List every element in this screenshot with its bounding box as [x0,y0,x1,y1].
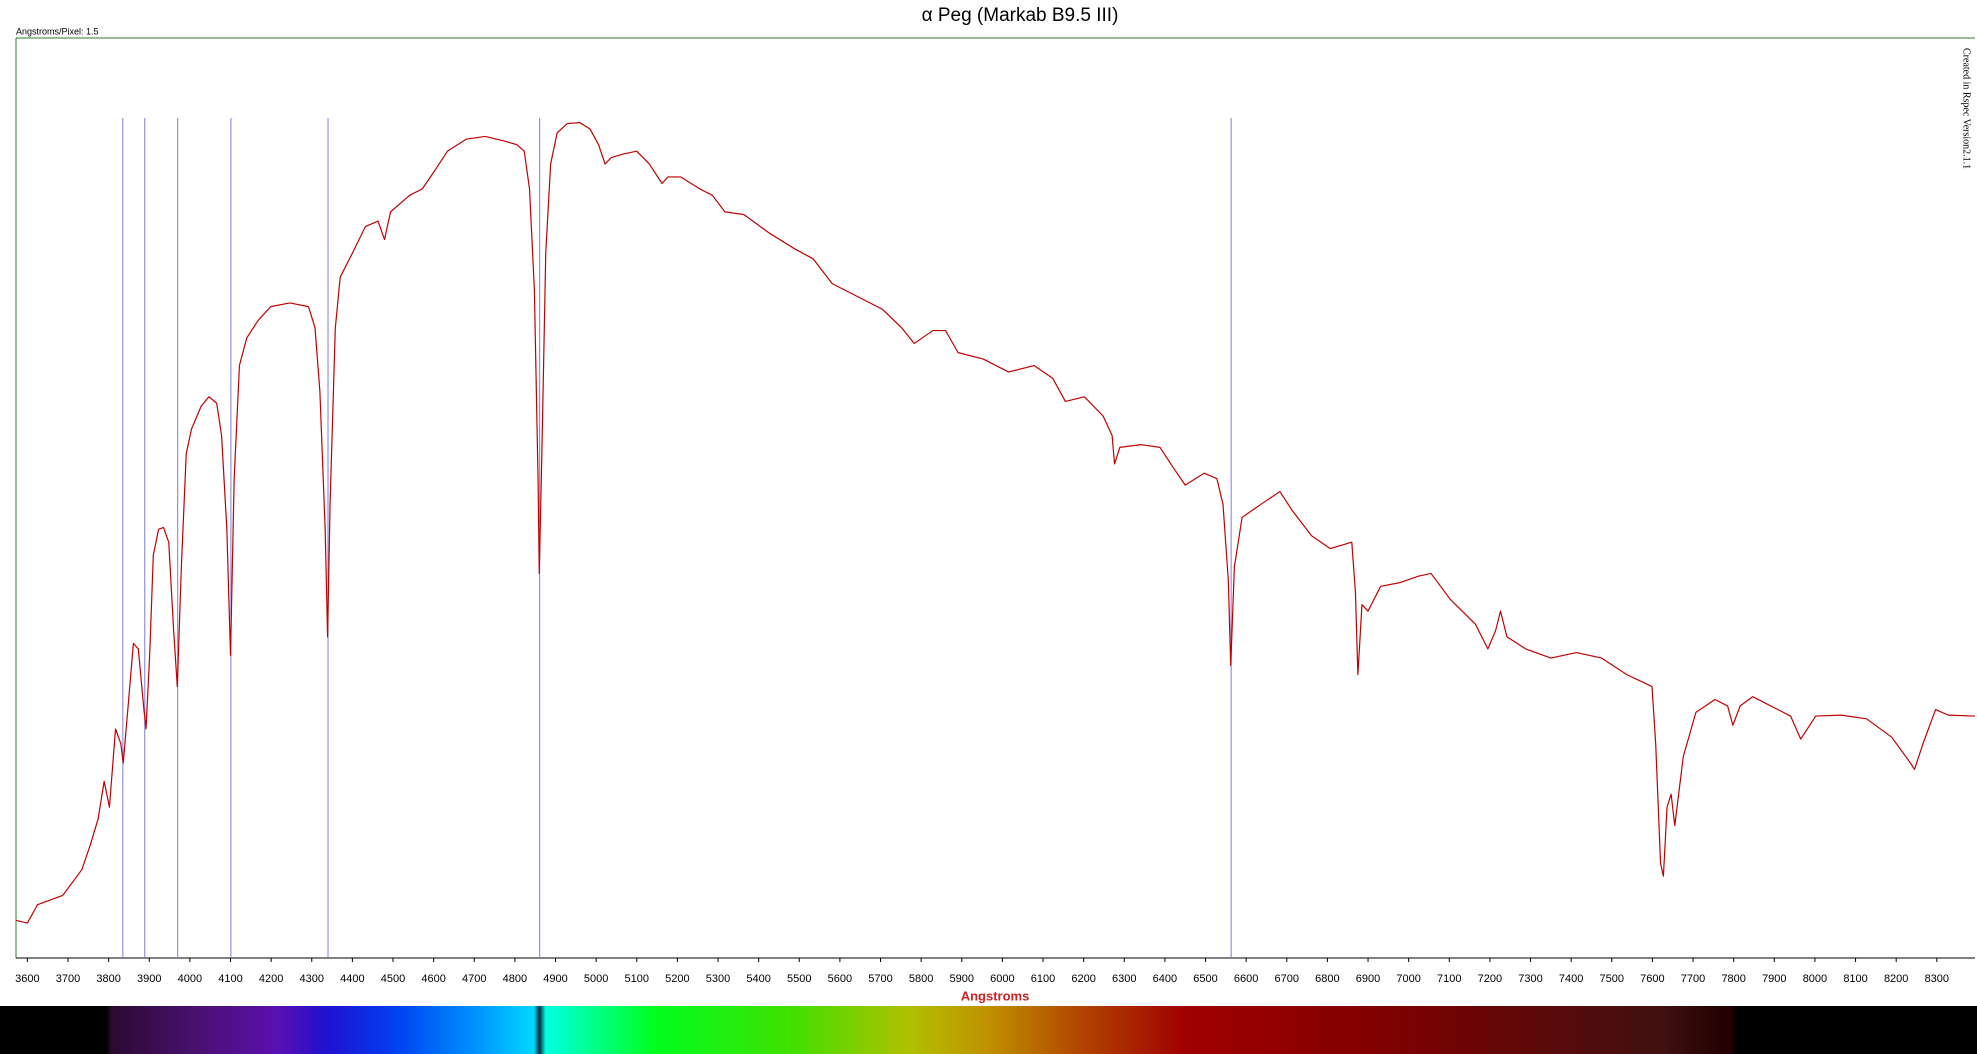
annotation: Angstroms/Pixel: 1.5 [16,26,99,36]
x-tick-label: 5600 [828,973,852,985]
x-tick-label: 7300 [1518,973,1542,985]
x-tick-label: 4400 [340,973,364,985]
x-tick-label: 4900 [543,973,567,985]
x-tick-label: 7900 [1762,973,1786,985]
x-tick-label: 6700 [1275,973,1299,985]
x-tick-label: 4200 [259,973,283,985]
x-tick-label: 5700 [868,973,892,985]
x-tick-label: 4800 [503,973,527,985]
x-tick-label: 4500 [381,973,405,985]
x-tick-label: 6200 [1071,973,1095,985]
x-tick-label: 4600 [421,973,445,985]
x-axis-label: Angstroms [961,988,1030,1003]
x-tick-label: 6500 [1193,973,1217,985]
x-tick-label: 6300 [1112,973,1136,985]
x-tick-label: 3800 [96,973,120,985]
chart-title: α Peg (Markab B9.5 III) [922,5,1119,26]
x-tick-label: 3700 [56,973,80,985]
x-tick-label: 7000 [1396,973,1420,985]
annotation: Created in Rspec Version2.1.1 [1961,48,1972,169]
x-tick-label: 5000 [584,973,608,985]
x-tick-label: 8100 [1843,973,1867,985]
x-tick-label: 5400 [746,973,770,985]
x-tick-label: 8000 [1803,973,1827,985]
x-tick-label: 5100 [625,973,649,985]
x-tick-label: 8300 [1925,973,1949,985]
x-tick-label: 6100 [1031,973,1055,985]
x-tick-label: 4100 [218,973,242,985]
x-tick-label: 7800 [1721,973,1745,985]
x-tick-label: 3600 [15,973,39,985]
x-tick-label: 6400 [1153,973,1177,985]
x-tick-label: 6600 [1234,973,1258,985]
x-tick-label: 7500 [1600,973,1624,985]
x-tick-label: 7600 [1640,973,1664,985]
spectrum-band [0,1006,1977,1054]
x-tick-label: 3900 [137,973,161,985]
x-tick-label: 8200 [1884,973,1908,985]
x-tick-label: 5500 [787,973,811,985]
x-tick-label: 4000 [178,973,202,985]
x-tick-label: 4300 [300,973,324,985]
x-tick-label: 5300 [706,973,730,985]
x-tick-label: 7700 [1681,973,1705,985]
x-tick-label: 7200 [1478,973,1502,985]
x-tick-label: 5800 [909,973,933,985]
x-tick-label: 6900 [1356,973,1380,985]
x-tick-label: 4700 [462,973,486,985]
x-tick-label: 5900 [950,973,974,985]
x-tick-label: 7100 [1437,973,1461,985]
spectrum-line [15,122,1976,924]
x-tick-label: 7400 [1559,973,1583,985]
x-tick-label: 5200 [665,973,689,985]
x-tick-label: 6000 [990,973,1014,985]
x-tick-label: 6800 [1315,973,1339,985]
